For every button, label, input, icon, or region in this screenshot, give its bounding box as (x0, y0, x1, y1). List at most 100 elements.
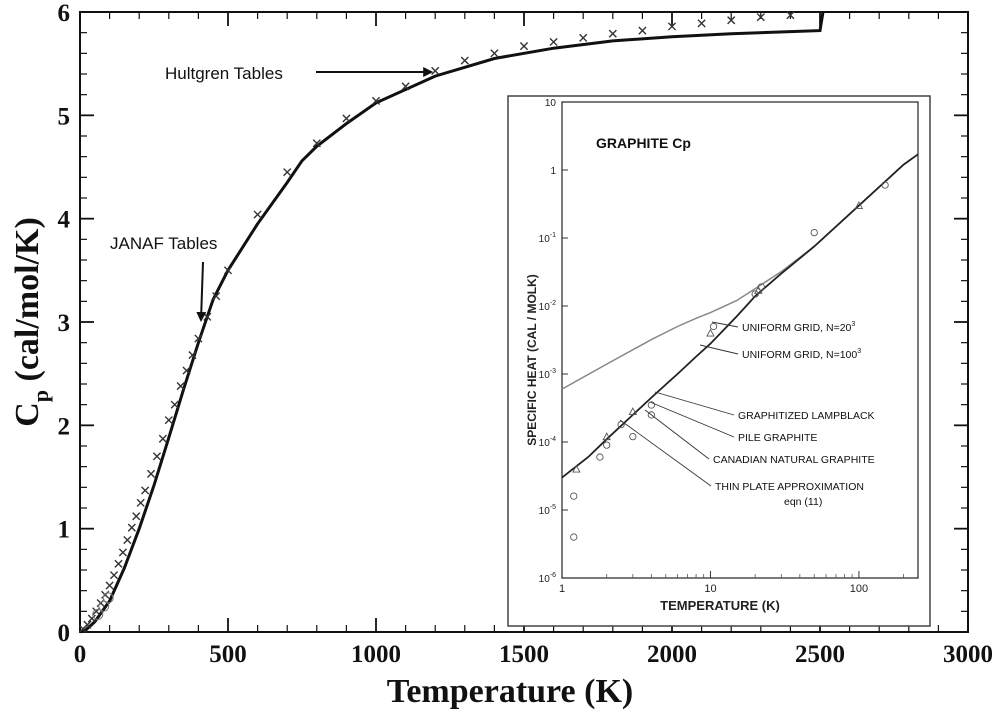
inset-measured-point (751, 290, 759, 298)
reference-point (697, 19, 706, 28)
inset-measured-point (603, 441, 611, 449)
inset-plot-frame (561, 101, 919, 579)
y-tick-label: 2 (58, 413, 71, 440)
reference-point (118, 548, 128, 557)
reference-point (401, 82, 410, 91)
reference-point (170, 400, 179, 409)
reference-point (87, 614, 96, 623)
x-axis-title: Temperature (K) (387, 673, 633, 710)
inset-measured-point (596, 453, 604, 461)
inset-callout-leader (619, 419, 712, 487)
reference-point (579, 33, 588, 42)
inset-y-tick-label: 10-2 (539, 300, 556, 313)
inset-measured-point (881, 181, 889, 189)
inset-callout-leader (654, 391, 735, 416)
x-tick-label: 3000 (943, 641, 993, 668)
model-curve (79, 11, 825, 634)
reference-point (105, 581, 114, 590)
inset-measured-point (810, 228, 818, 237)
inset-measured-point (757, 283, 765, 291)
reference-point (371, 96, 381, 105)
reference-circle (92, 608, 104, 620)
reference-point (756, 13, 765, 22)
reference-point (109, 571, 119, 580)
inset-callout-leader (649, 401, 735, 438)
reference-point (101, 590, 110, 599)
x-tick-label: 2000 (647, 641, 697, 668)
inset-callout-label: CANADIAN NATURAL GRAPHITE (713, 454, 875, 466)
reference-point (786, 11, 795, 20)
inset-callout-label: UNIFORM GRID, N=203 (742, 321, 855, 334)
reference-point (727, 16, 736, 25)
reference-point (83, 620, 92, 629)
reference-point (212, 292, 221, 301)
x-tick-label: 0 (74, 641, 87, 668)
inset-measured-point (628, 407, 638, 416)
reference-point (638, 26, 647, 35)
reference-point (490, 49, 499, 58)
reference-point (549, 37, 558, 47)
inset-callout-leader (644, 409, 710, 460)
inset-y-tick-label: 10-6 (539, 572, 556, 585)
reference-point (431, 66, 440, 75)
reference-point (132, 512, 141, 521)
inset-x-tick-label: 100 (850, 583, 868, 595)
reference-point (141, 486, 150, 495)
inset-measured-point (854, 201, 864, 210)
main-chart: 0 500 1000 1500 2000 2500 3000 0 1 2 3 4 5 6 Temperatu… (9, 0, 993, 710)
inset-y-tick-label: 10-4 (539, 436, 556, 449)
inset-measured-point (572, 464, 581, 473)
reference-point (158, 434, 167, 443)
reference-point (460, 56, 469, 65)
inset-chart: 1 10 100 10 1 10-1 10-2 10-3 10-4 10-5 10-6 GRAPHIT… (507, 95, 931, 627)
inset-measured-point (647, 411, 656, 419)
inset-measured-point (617, 420, 625, 429)
y-tick-label: 3 (58, 310, 71, 337)
inset-y-tick-label: 10-1 (539, 232, 556, 245)
inset-callout-leader (699, 344, 739, 355)
y-tick-label: 4 (58, 207, 71, 234)
janaf-label: JANAF Tables (110, 234, 217, 253)
inset-background (507, 95, 931, 627)
inset-x-tick-label: 1 (559, 583, 565, 595)
reference-point (519, 42, 529, 51)
hultgren-label: Hultgren Tables (165, 64, 283, 83)
y-tick-label: 1 (58, 517, 71, 544)
inset-y-tick-label: 10-5 (539, 504, 556, 517)
x-tick-label: 1000 (351, 641, 401, 668)
reference-point (283, 168, 292, 177)
reference-point (92, 607, 101, 616)
inset-callout-label: UNIFORM GRID, N=1003 (742, 348, 861, 361)
reference-point (114, 559, 123, 568)
reference-point (127, 523, 136, 532)
inset-measured-point (570, 492, 578, 500)
reference-point (152, 452, 162, 461)
inset-measured-point (629, 432, 637, 441)
x-tick-label: 1500 (499, 641, 549, 668)
inset-y-tick-label: 10-3 (539, 368, 556, 381)
inset-x-axis-title: TEMPERATURE (K) (660, 598, 780, 613)
inset-callout-label: GRAPHITIZED LAMPBLACK (738, 410, 875, 422)
reference-circle (102, 592, 114, 604)
reference-point (188, 350, 197, 360)
reference-point (608, 29, 617, 38)
inset-measured-point (706, 328, 715, 337)
reference-point (667, 22, 677, 31)
inset-callout-label: eqn (11) (784, 496, 822, 508)
inset-y-tick-label: 1 (550, 166, 556, 177)
inset-callout-label: THIN PLATE APPROXIMATION (715, 481, 864, 493)
inset-x-tick-label: 10 (704, 583, 716, 595)
janaf-arrow (196, 261, 207, 322)
reference-point (123, 535, 132, 545)
reference-circle (98, 600, 110, 612)
inset-title: GRAPHITE Cp (596, 135, 691, 151)
reference-point (342, 114, 351, 123)
inset-measured-point (647, 401, 656, 409)
y-tick-label: 0 (58, 620, 71, 647)
inset-measured-point (570, 533, 578, 541)
reference-point (182, 366, 191, 375)
reference-point (136, 498, 145, 507)
reference-point (164, 416, 173, 425)
inset-callout-label: PILE GRAPHITE (738, 432, 817, 444)
